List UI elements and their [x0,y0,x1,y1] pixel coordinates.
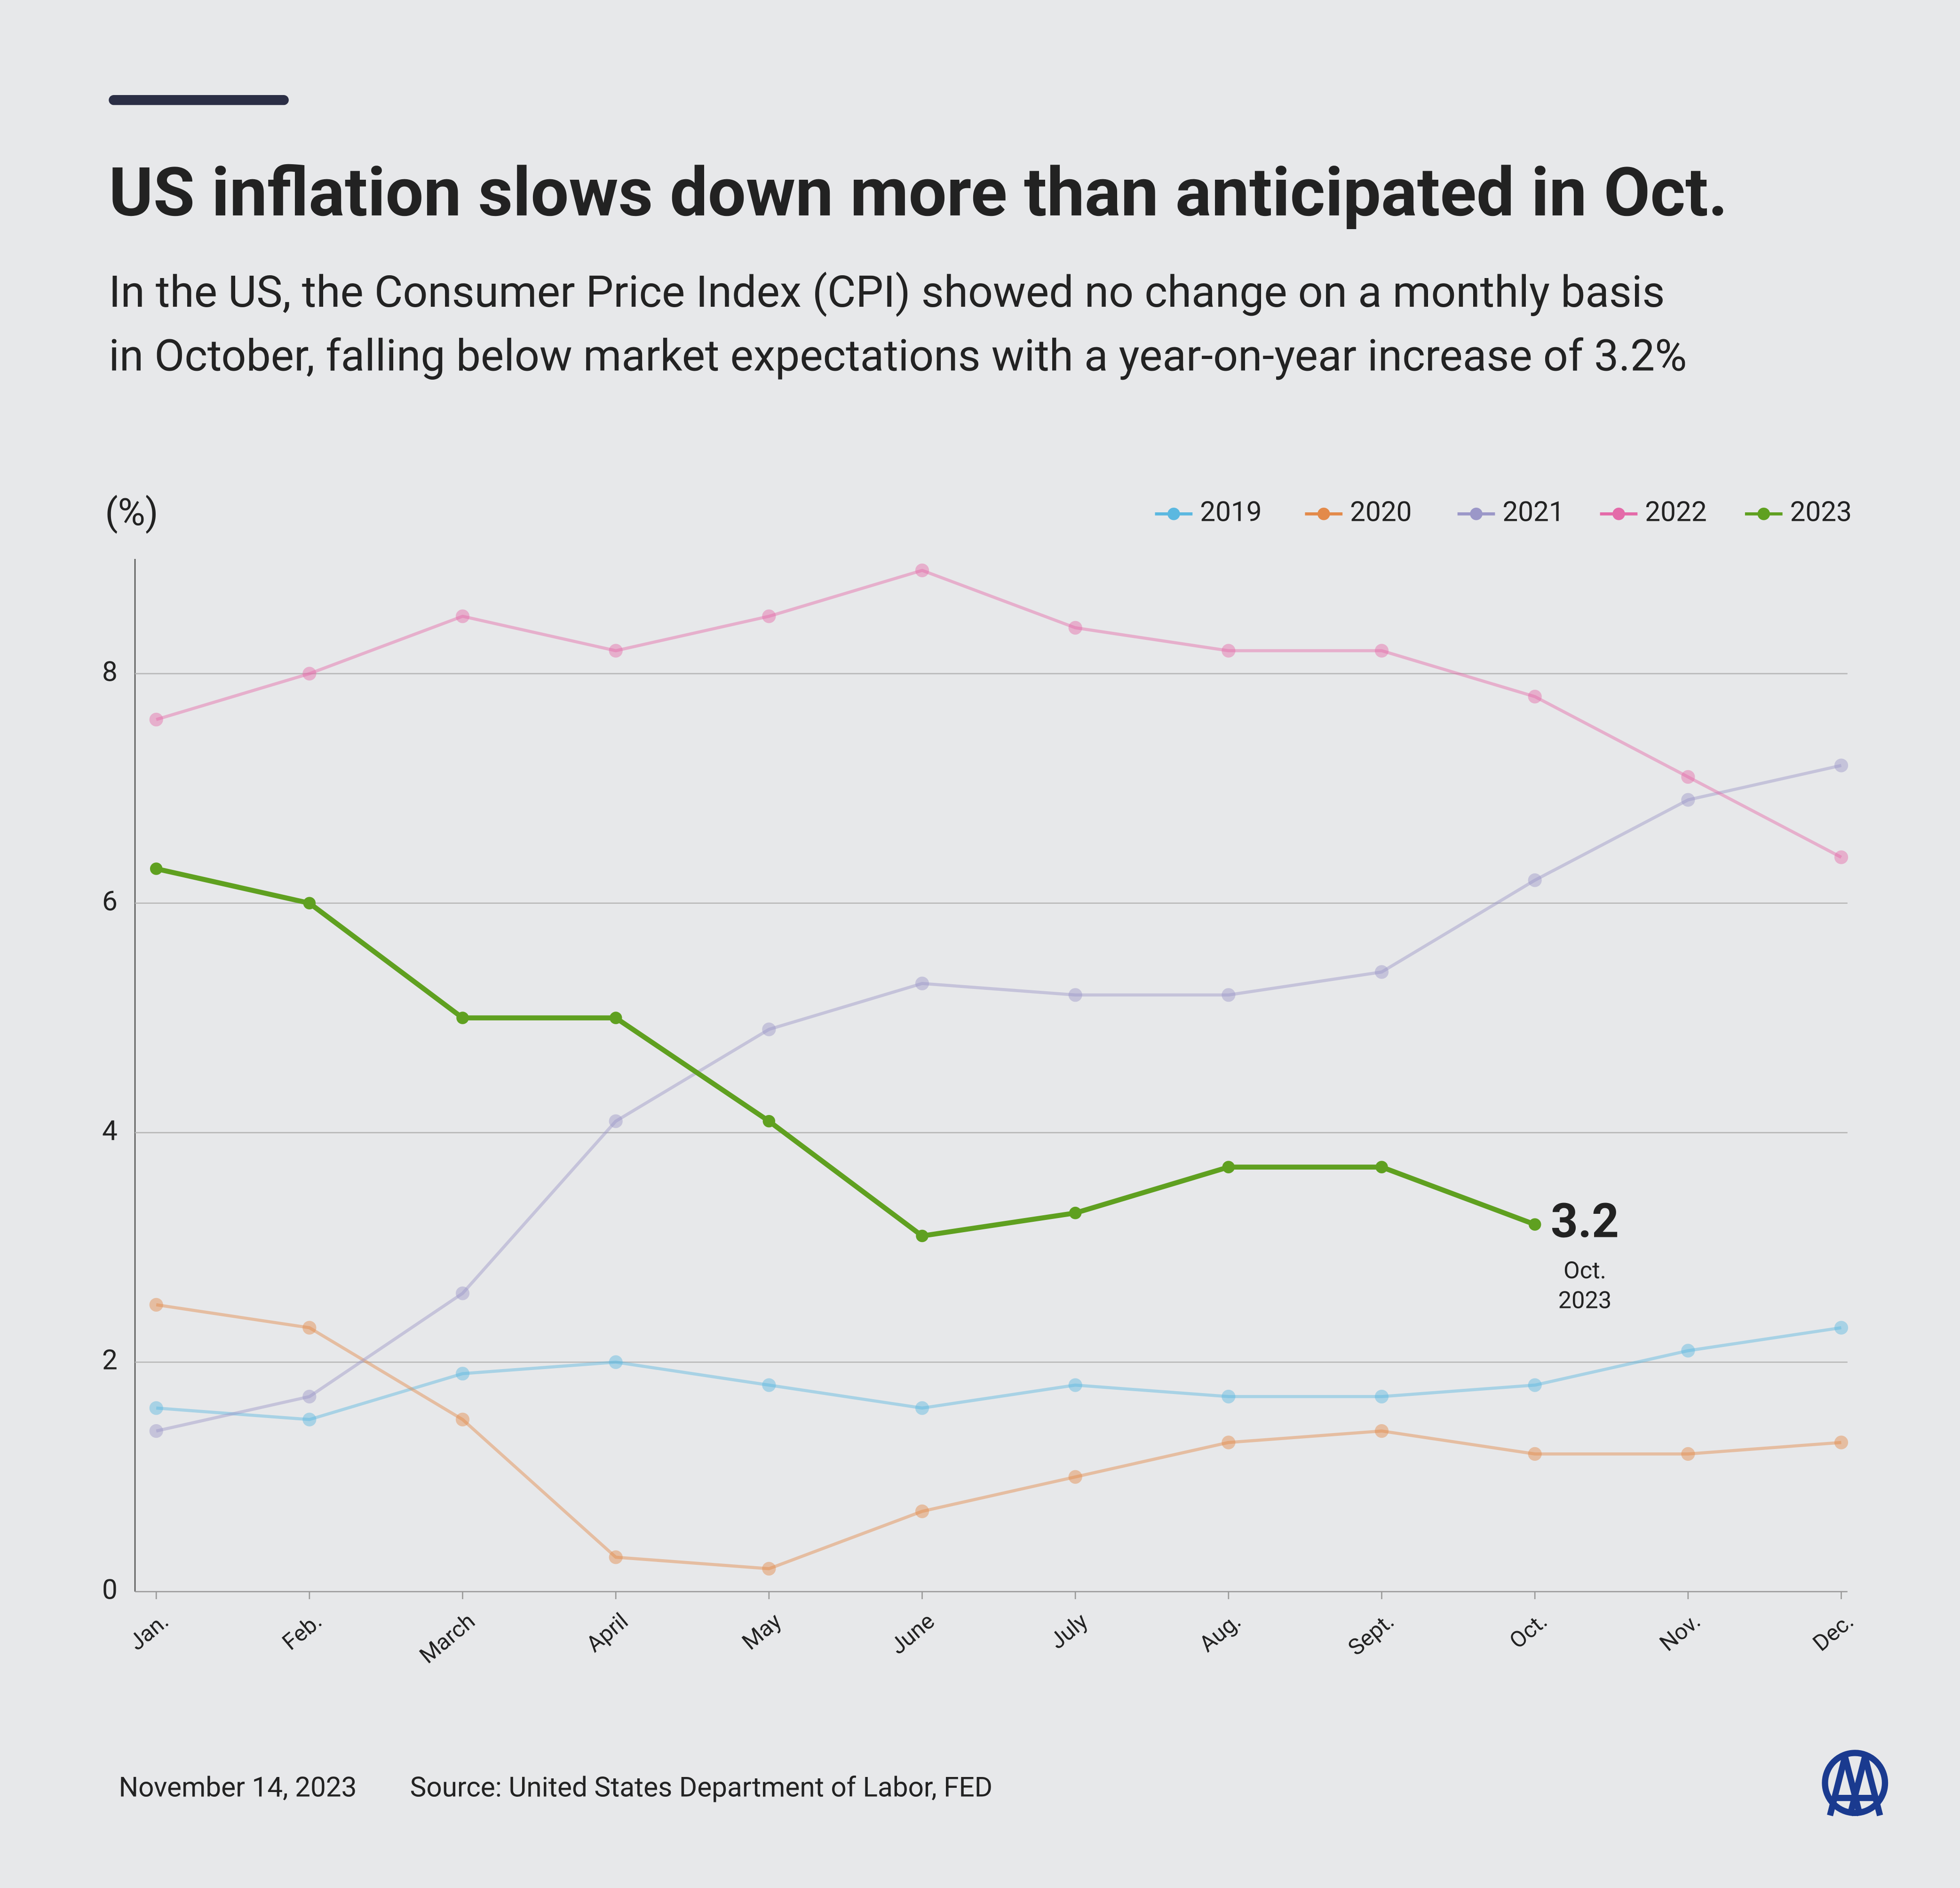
annotation-note: 2023 [1558,1287,1611,1314]
data-point [762,1378,776,1392]
legend-marker [1470,508,1483,520]
data-point [1375,1161,1388,1173]
annotation-note: Oct. [1563,1257,1606,1284]
data-point [1222,644,1236,658]
data-point [1222,1161,1235,1173]
subtitle: In the US, the Consumer Price Index (CPI… [109,266,1665,318]
data-point [149,1424,163,1438]
data-point [1834,850,1849,864]
legend-marker [1167,508,1180,520]
data-point [149,712,163,727]
data-point [762,1022,776,1036]
data-point [1834,1321,1849,1335]
logo [1822,1750,1889,1816]
y-tick-label: 2 [102,1345,118,1377]
data-point [609,1550,623,1564]
legend-label: 2020 [1350,496,1412,528]
legend-label: 2021 [1502,496,1564,528]
data-point [455,1286,470,1300]
data-point [1068,621,1082,635]
data-point [150,862,163,875]
data-point [1374,1389,1389,1404]
data-point [303,897,316,909]
data-point [609,1012,622,1024]
data-point [1374,644,1389,658]
data-point [1528,873,1542,887]
data-point [762,1561,776,1576]
data-point [915,1504,929,1518]
data-point [1681,770,1695,784]
data-point [1374,1424,1389,1438]
data-point [762,1115,776,1128]
accent-bar [109,95,289,105]
data-point [1834,1435,1849,1450]
data-point [1681,1344,1695,1358]
data-point [609,1114,623,1128]
data-point [1222,1435,1236,1450]
legend-marker [1612,508,1625,520]
data-point [1222,1389,1236,1404]
data-point [1528,1378,1542,1392]
data-point [1681,793,1695,807]
data-point [1681,1447,1695,1461]
data-point [302,1321,317,1335]
data-point [1528,1218,1541,1231]
legend-marker [1757,508,1770,520]
data-point [915,976,929,991]
chart-title: US inflation slows down more than antici… [109,153,1728,232]
data-point [609,1355,623,1369]
data-point [762,609,776,623]
data-point [916,1229,928,1243]
legend-label: 2023 [1790,496,1852,528]
data-point [1528,690,1542,704]
data-point [149,1298,163,1312]
series-line [156,1326,1842,1421]
data-point [455,1412,470,1426]
data-point [149,1401,163,1415]
series-line [156,764,1842,1433]
source: Source: United States Department of Labo… [410,1771,992,1803]
data-point [915,563,929,577]
y-tick-label: 8 [102,656,118,688]
data-point [456,1012,469,1024]
annotation-value: 3.2 [1551,1193,1619,1249]
data-point [302,1389,317,1404]
y-tick-label: 6 [102,885,118,917]
data-point [1068,1378,1082,1392]
series-line [156,866,1536,1239]
data-point [1069,1206,1082,1219]
subtitle: in October, falling below market expecta… [109,330,1687,381]
data-point [455,609,470,623]
legend-label: 2019 [1200,496,1262,528]
data-point [1068,988,1082,1002]
data-point [609,644,623,658]
y-tick-label: 4 [102,1115,118,1147]
data-point [1834,758,1849,773]
data-point [1068,1470,1082,1484]
date: November 14, 2023 [119,1771,357,1803]
data-point [302,667,317,681]
series-line [156,1303,1841,1570]
data-point [455,1367,470,1381]
y-axis-label: (%) [105,491,158,534]
legend-label: 2022 [1645,496,1706,528]
data-point [1528,1447,1542,1461]
y-tick-label: 0 [102,1574,118,1606]
data-point [915,1401,929,1415]
data-point [302,1412,317,1426]
legend-marker [1317,508,1330,520]
data-point [1374,965,1389,979]
series-line [156,569,1842,859]
data-point [1222,988,1236,1002]
